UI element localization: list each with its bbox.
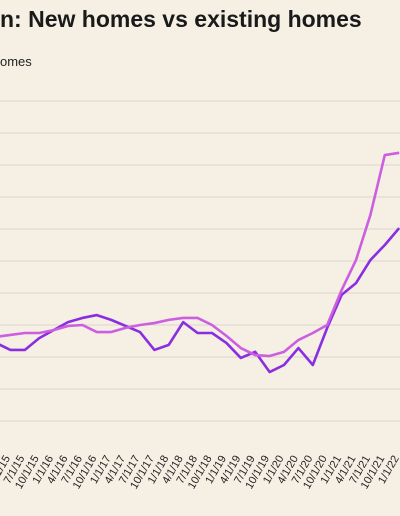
legend-text: omes xyxy=(0,54,32,69)
grid xyxy=(0,100,400,422)
lines xyxy=(0,151,400,374)
x-axis: 1/1/154/1/157/1/1510/1/151/1/164/1/167/1… xyxy=(0,454,400,492)
series-line xyxy=(0,227,400,374)
chart-title: n: New homes vs existing homes xyxy=(0,6,362,32)
series-line xyxy=(0,151,400,358)
